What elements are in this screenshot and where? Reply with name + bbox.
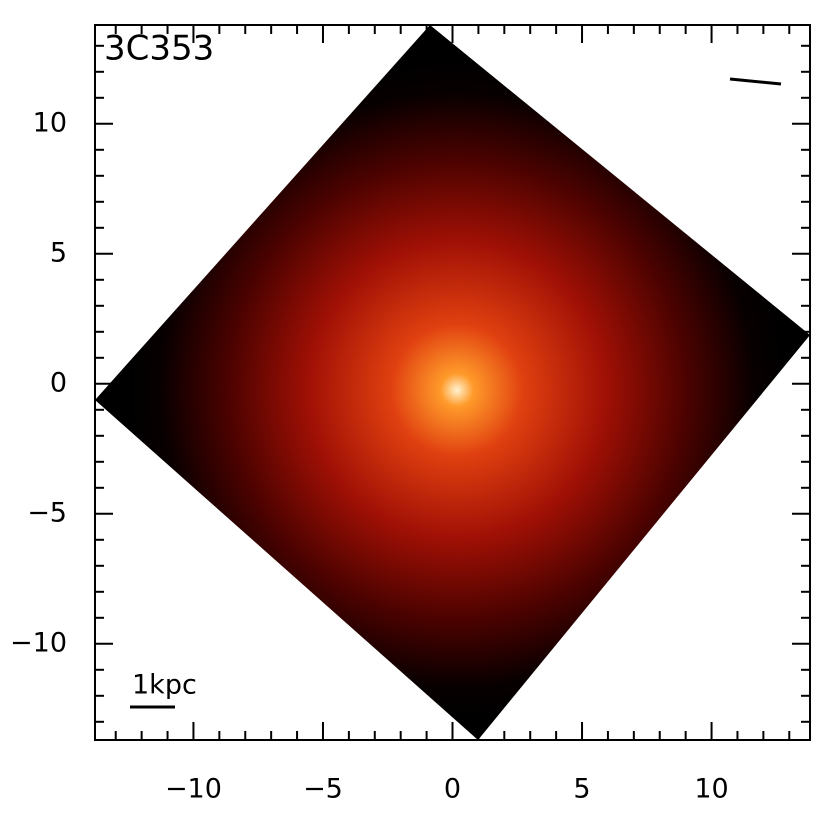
x-tick-label: 5 [573,774,590,805]
orientation-bar [729,77,782,86]
chart-title: 3C353 [104,29,214,69]
galaxy-image [95,25,810,740]
x-tick-label: −5 [303,774,343,805]
y-tick-label: 0 [50,367,67,398]
y-tick-label: −5 [27,497,67,528]
scale-label: 1kpc [132,670,197,701]
x-tick-label: 0 [444,774,461,805]
y-tick-label: 5 [50,237,67,268]
x-tick-label: −10 [165,774,222,805]
x-tick-label: 10 [694,774,728,805]
y-tick-label: 10 [33,107,67,138]
y-tick-label: −10 [10,627,67,658]
